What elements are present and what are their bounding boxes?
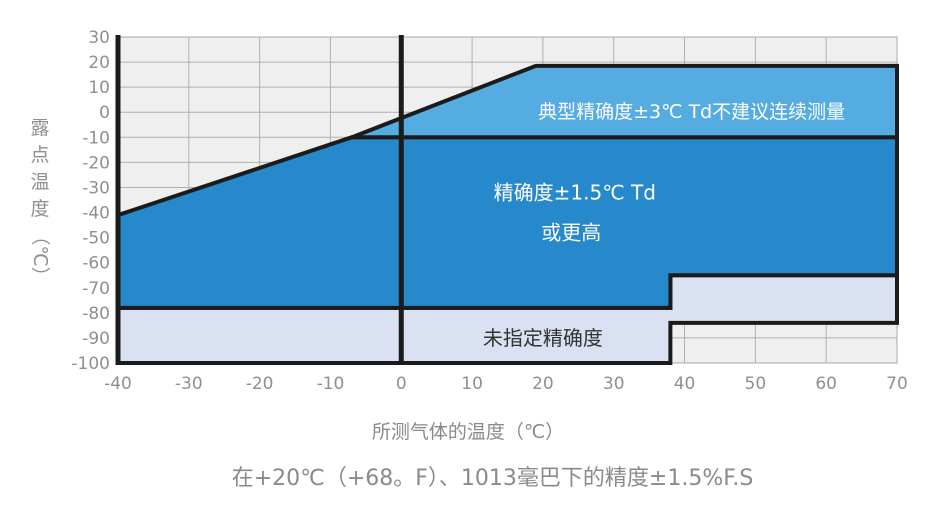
x-tick-label: -20 [246, 374, 274, 394]
y-axis-title-unit: （℃） [29, 226, 51, 285]
x-tick-label: 20 [532, 374, 554, 394]
x-tick-label: -40 [104, 374, 132, 394]
y-tick-label: 20 [88, 53, 110, 73]
region-label: 精确度±1.5℃ Td [494, 180, 656, 204]
y-tick-label: -50 [82, 229, 110, 249]
region-label: 或更高 [541, 221, 601, 245]
y-tick-label: -10 [82, 128, 110, 148]
y-tick-label: -90 [82, 329, 110, 349]
axis-lines [115, 35, 404, 365]
y-axis-title-char: 温 [30, 171, 49, 193]
y-tick-label: 0 [99, 103, 110, 123]
y-tick-label: -70 [82, 279, 110, 299]
x-tick-label: 10 [461, 374, 483, 394]
y-axis-title-char: 点 [30, 144, 49, 166]
x-tick-label: -10 [317, 374, 345, 394]
x-tick-label: 50 [745, 374, 767, 394]
y-tick-label: -80 [82, 304, 110, 324]
x-tick-label: 30 [603, 374, 625, 394]
y-tick-label: -40 [82, 204, 110, 224]
y-tick-label: -20 [82, 153, 110, 173]
chart-caption: 在+20℃（+68。F）、1013毫巴下的精度±1.5%F.S [231, 466, 754, 491]
x-tick-label: 70 [886, 374, 908, 394]
y-tick-label: -100 [71, 354, 110, 374]
region-label: 未指定精确度 [483, 326, 603, 350]
x-tick-label: 60 [815, 374, 837, 394]
y-tick-label: 30 [88, 28, 110, 48]
x-axis-title: 所测气体的温度（℃） [372, 421, 564, 443]
y-tick-label: -30 [82, 178, 110, 198]
x-tick-label: 0 [396, 374, 407, 394]
region-label: 典型精确度±3℃ Td不建议连续测量 [538, 101, 845, 123]
y-tick-label: -60 [82, 254, 110, 274]
y-tick-label: 10 [88, 78, 110, 98]
y-axis-title-char: 度 [30, 198, 49, 220]
x-tick-label: -30 [175, 374, 203, 394]
y-axis-title-char: 露 [30, 117, 49, 139]
x-tick-label: 40 [674, 374, 696, 394]
accuracy-regions [116, 63, 899, 365]
typical-accuracy-region [350, 63, 899, 140]
